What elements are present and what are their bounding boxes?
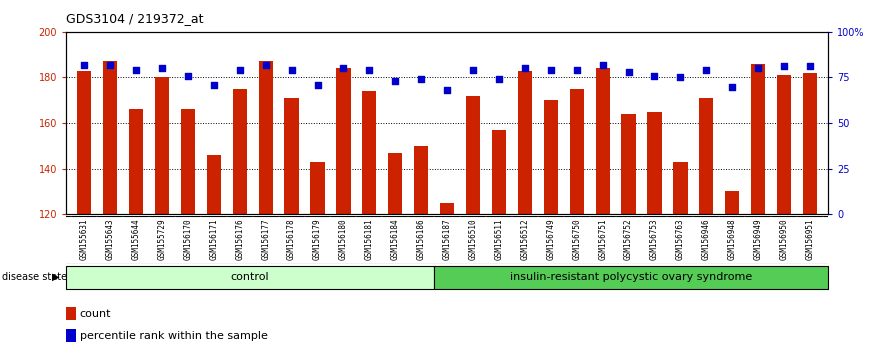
Point [621,69,635,75]
Bar [389,153,403,214]
Bar [414,146,428,214]
Bar [66,330,76,342]
Text: GSM156187: GSM156187 [442,218,452,260]
Point [337,65,351,71]
Point [285,67,299,73]
Text: GSM155729: GSM155729 [158,218,167,260]
Bar [596,68,610,214]
Bar [155,78,169,214]
Bar [233,89,247,214]
Point [648,73,662,79]
Bar [337,68,351,214]
Point [751,65,766,71]
Text: ▶: ▶ [52,272,60,282]
Bar [258,62,273,214]
Point [570,67,584,73]
Text: GSM156180: GSM156180 [339,218,348,260]
Point [310,82,324,87]
Text: GSM156946: GSM156946 [702,218,711,260]
Text: GSM156753: GSM156753 [650,218,659,260]
Bar [803,73,817,214]
Text: disease state: disease state [2,272,67,282]
Bar [66,307,76,320]
Bar [362,91,376,214]
Point [78,62,92,68]
Bar [700,98,714,214]
Point [544,67,558,73]
Bar [78,70,92,214]
Text: GSM156749: GSM156749 [546,218,555,260]
Point [700,67,714,73]
Point [129,67,143,73]
Text: GSM156511: GSM156511 [494,218,503,260]
Text: GSM156512: GSM156512 [521,218,529,260]
Point [207,82,221,87]
Bar [310,162,324,214]
Point [803,64,817,69]
Text: GSM156171: GSM156171 [210,218,218,260]
Text: GSM156951: GSM156951 [805,218,815,260]
Point [181,73,195,79]
Text: GSM156181: GSM156181 [365,218,374,260]
Text: GSM156177: GSM156177 [261,218,270,260]
Point [725,84,739,89]
Bar [621,114,636,214]
Bar [492,130,506,214]
Point [414,76,428,82]
Text: GDS3104 / 219372_at: GDS3104 / 219372_at [66,12,204,25]
Bar [777,75,791,214]
Text: percentile rank within the sample: percentile rank within the sample [80,331,268,341]
Point [466,67,480,73]
Bar [129,109,144,214]
Text: GSM155631: GSM155631 [79,218,89,260]
Text: GSM156179: GSM156179 [313,218,322,260]
Point [518,65,532,71]
Text: GSM156949: GSM156949 [753,218,763,260]
Text: GSM156170: GSM156170 [183,218,192,260]
Text: insulin-resistant polycystic ovary syndrome: insulin-resistant polycystic ovary syndr… [510,272,752,282]
Point [259,62,273,68]
Text: GSM156510: GSM156510 [469,218,478,260]
Bar [673,162,687,214]
Bar [751,64,766,214]
Point [389,78,403,84]
Point [492,76,506,82]
Text: GSM156950: GSM156950 [780,218,788,260]
Bar [207,155,221,214]
Bar [466,96,480,214]
Bar [440,203,455,214]
Bar [544,100,558,214]
Text: GSM156750: GSM156750 [573,218,581,260]
Text: GSM155643: GSM155643 [106,218,115,260]
Text: GSM156178: GSM156178 [287,218,296,260]
Bar [66,266,434,289]
Text: control: control [231,272,270,282]
Text: GSM156752: GSM156752 [624,218,633,260]
Point [103,62,117,68]
Point [777,64,791,69]
Bar [725,192,739,214]
Point [596,62,610,68]
Text: GSM156751: GSM156751 [598,218,607,260]
Text: GSM155644: GSM155644 [131,218,141,260]
Text: GSM156948: GSM156948 [728,218,737,260]
Text: count: count [80,309,111,319]
Text: GSM156186: GSM156186 [417,218,426,260]
Point [362,67,376,73]
Bar [434,266,828,289]
Text: GSM156184: GSM156184 [391,218,400,260]
Bar [570,89,584,214]
Bar [181,109,195,214]
Bar [518,70,532,214]
Point [673,75,687,80]
Bar [285,98,299,214]
Text: GSM156176: GSM156176 [235,218,244,260]
Bar [103,62,117,214]
Text: GSM156763: GSM156763 [676,218,685,260]
Point [233,67,247,73]
Bar [648,112,662,214]
Point [155,65,169,71]
Point [440,87,454,93]
